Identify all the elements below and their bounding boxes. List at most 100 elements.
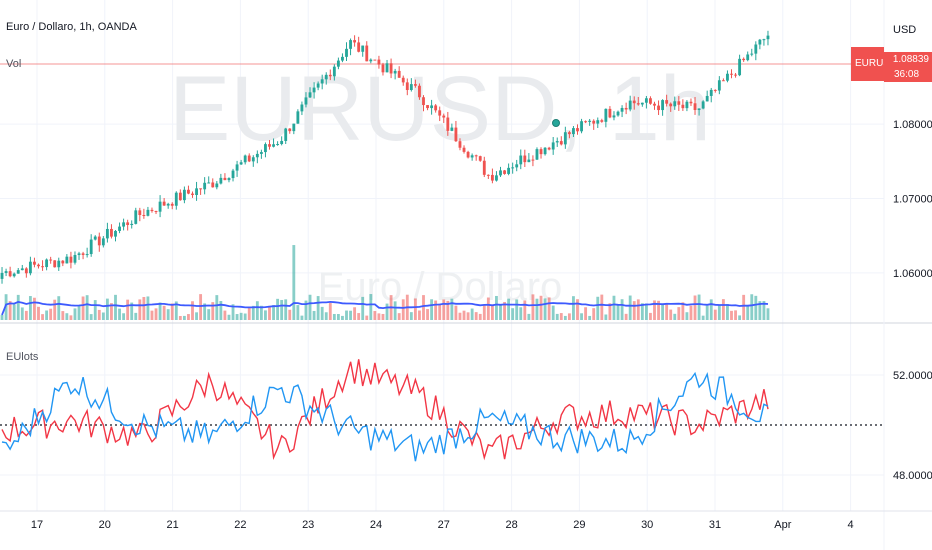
volume-bar <box>65 313 69 320</box>
candle-body <box>495 175 498 181</box>
candle-body <box>742 58 746 61</box>
time-tick-label: 21 <box>166 519 178 531</box>
volume-bar <box>438 303 442 320</box>
volume-bar <box>223 310 227 320</box>
signal-marker <box>552 119 560 127</box>
candle-body <box>195 188 198 195</box>
time-tick-label: 30 <box>641 519 653 531</box>
volume-bar <box>539 295 543 320</box>
volume-bar <box>4 294 8 320</box>
volume-bar <box>61 311 65 320</box>
volume-bar <box>377 313 381 320</box>
volume-bar <box>296 305 300 320</box>
volume-bar <box>584 307 588 320</box>
volume-bar <box>110 303 113 320</box>
symbol-title[interactable]: Euro / Dollaro, 1h, OANDA <box>6 21 137 33</box>
volume-bar <box>478 313 482 320</box>
volume-bar <box>495 295 498 320</box>
time-tick-label: 23 <box>302 519 314 531</box>
candle-body <box>644 98 648 103</box>
candle-body <box>142 215 146 217</box>
candle-body <box>572 128 575 135</box>
candle-body <box>45 259 49 268</box>
volume-bar <box>616 304 620 320</box>
candle-body <box>612 115 616 118</box>
candle-body <box>442 115 446 118</box>
candle-body <box>199 188 203 190</box>
volume-label[interactable]: Vol <box>6 58 22 70</box>
volume-bar <box>681 302 685 320</box>
indicator-red-line <box>1 359 769 461</box>
indicator-scale[interactable]: 52.00000 48.00000 <box>893 370 932 482</box>
volume-bar <box>292 245 296 320</box>
candle-body <box>543 147 547 155</box>
volume-bar <box>20 307 24 320</box>
volume-bar <box>458 312 462 320</box>
price-scale[interactable]: 1.08000 1.07000 1.06000 <box>893 119 932 280</box>
candle-body <box>118 226 121 231</box>
candle-body <box>296 111 300 124</box>
volume-bar <box>166 309 170 320</box>
candle-body <box>12 273 16 277</box>
candle-body <box>33 261 36 265</box>
candle-body <box>624 107 628 110</box>
candle-body <box>470 155 474 158</box>
volume-bar <box>203 303 207 320</box>
volume-bar <box>150 310 154 320</box>
candle-body <box>251 157 255 162</box>
volume-bar <box>77 305 81 320</box>
indicator-label[interactable]: EUlots <box>6 351 39 363</box>
candle-body <box>567 132 571 135</box>
candle-body <box>486 174 490 176</box>
volume-bar <box>442 299 446 320</box>
candle-body <box>458 141 462 148</box>
time-axis[interactable]: 17 20 21 22 23 24 27 28 29 30 31 Apr 4 <box>31 519 854 531</box>
volume-bar <box>154 308 158 320</box>
volume-bar <box>259 305 263 320</box>
volume-bar <box>211 302 215 320</box>
candle-body <box>243 155 247 163</box>
candle-body <box>746 54 750 61</box>
candle-body <box>523 155 527 163</box>
volume-bar <box>636 299 640 320</box>
volume-bar <box>41 314 44 320</box>
candle-body <box>604 108 608 122</box>
candle-body <box>527 159 531 163</box>
candle-body <box>628 100 632 110</box>
candle-body <box>231 170 235 179</box>
candle-body <box>268 144 271 147</box>
volume-bar <box>328 303 332 320</box>
candle-body <box>308 92 312 98</box>
candle-body <box>166 203 170 206</box>
candle-body <box>665 100 669 104</box>
candle-body <box>762 39 766 41</box>
volume-bar <box>462 310 466 320</box>
candle-body <box>369 59 373 62</box>
volume-bar <box>381 313 385 320</box>
volume-bars <box>0 245 770 320</box>
volume-bar <box>105 298 109 320</box>
candle-body <box>681 104 685 109</box>
volume-bar <box>288 309 292 320</box>
volume-bar <box>730 310 733 320</box>
candle-body <box>393 70 397 74</box>
volume-bar <box>466 312 470 320</box>
candle-body <box>349 40 352 49</box>
candle-body <box>292 123 296 132</box>
candle-body <box>750 53 754 55</box>
currency-label: USD <box>893 24 916 36</box>
candle-body <box>588 120 592 122</box>
candle-body <box>515 164 519 168</box>
volume-bar <box>8 301 12 320</box>
volume-bar <box>734 310 737 320</box>
volume-bar <box>174 301 178 320</box>
candle-body <box>730 73 733 75</box>
candle-body <box>89 239 93 255</box>
volume-bar <box>341 315 344 320</box>
volume-ma-line <box>1 300 769 316</box>
volume-bar <box>592 308 596 320</box>
volume-bar <box>134 312 138 320</box>
time-tick-label: 27 <box>438 519 450 531</box>
indicator-tick-label: 48.00000 <box>893 470 932 482</box>
